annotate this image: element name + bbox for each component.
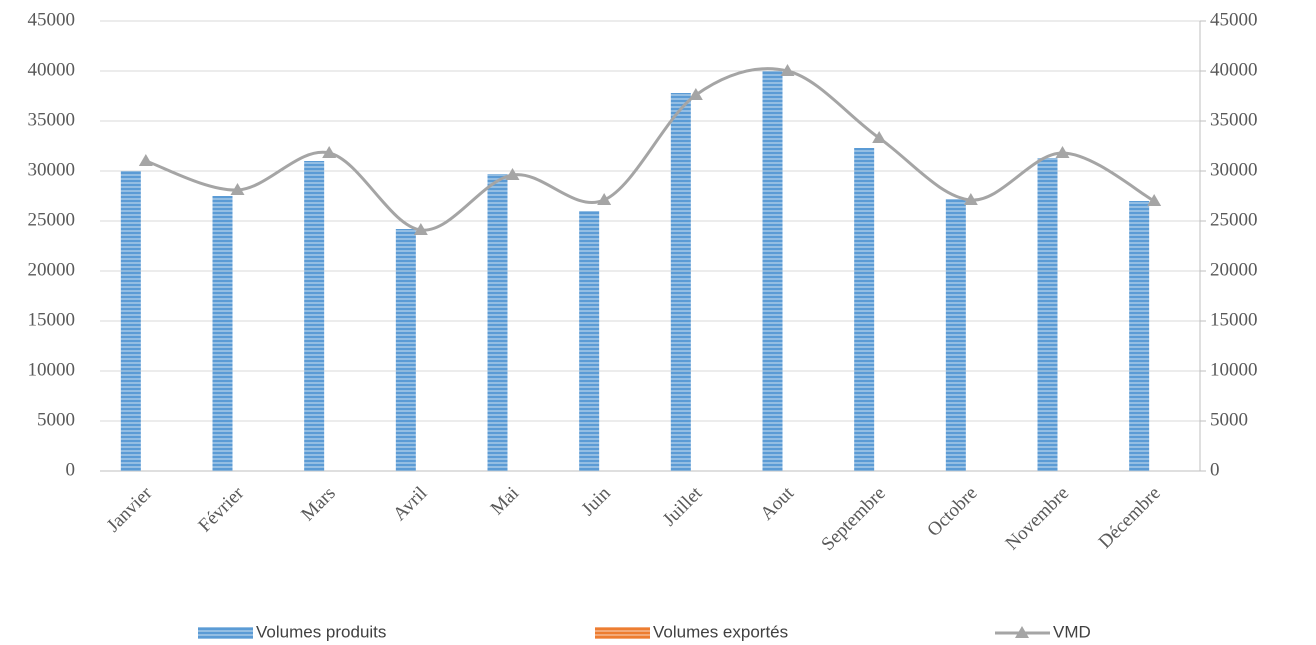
bar <box>762 71 783 471</box>
marker <box>780 64 795 76</box>
marker <box>1055 146 1070 158</box>
line <box>145 67 1155 232</box>
bar <box>670 93 691 471</box>
legend-label: VMD <box>1053 622 1091 641</box>
bar <box>854 148 875 471</box>
y2-tick-label: 45000 <box>1210 9 1258 30</box>
bar <box>120 171 141 471</box>
marker <box>505 168 520 180</box>
y-tick-label: 40000 <box>28 59 76 80</box>
bar <box>487 174 508 471</box>
marker <box>322 146 337 158</box>
legend-swatch <box>595 627 650 639</box>
y-tick-label: 30000 <box>28 159 76 180</box>
x-tick-label: Octobre <box>923 483 981 541</box>
x-tick-label: Février <box>194 482 248 536</box>
y-tick-label: 45000 <box>28 9 76 30</box>
x-tick-label: Mars <box>297 483 339 525</box>
marker <box>230 183 245 195</box>
x-tick-label: Juin <box>578 482 616 520</box>
y2-tick-label: 35000 <box>1210 109 1258 130</box>
legend-label: Volumes produits <box>256 622 386 641</box>
marker <box>963 193 978 205</box>
marker <box>413 223 428 235</box>
y-tick-label: 20000 <box>28 259 76 280</box>
y2-tick-label: 0 <box>1210 459 1220 480</box>
x-tick-label: Aout <box>756 482 798 524</box>
y-tick-label: 0 <box>66 459 76 480</box>
y2-tick-label: 30000 <box>1210 159 1258 180</box>
x-tick-label: Avril <box>389 483 431 525</box>
marker <box>1147 194 1162 206</box>
bar <box>579 211 600 471</box>
bar <box>395 229 416 471</box>
y2-tick-label: 25000 <box>1210 209 1258 230</box>
bar <box>1129 201 1150 471</box>
legend-swatch <box>198 627 253 639</box>
x-tick-label: Janvier <box>103 482 157 536</box>
y2-tick-label: 40000 <box>1210 59 1258 80</box>
y-tick-label: 25000 <box>28 209 76 230</box>
x-tick-label: Juillet <box>659 482 707 530</box>
legend-label: Volumes exportés <box>653 622 788 641</box>
y2-tick-label: 20000 <box>1210 259 1258 280</box>
y-tick-label: 15000 <box>28 309 76 330</box>
y-tick-label: 35000 <box>28 109 76 130</box>
x-tick-label: Septembre <box>817 483 889 555</box>
x-tick-label: Novembre <box>1002 483 1074 555</box>
x-tick-label: Décembre <box>1095 483 1165 553</box>
y2-tick-label: 10000 <box>1210 359 1258 380</box>
bar <box>1037 158 1058 471</box>
bar <box>304 161 325 471</box>
y-tick-label: 5000 <box>37 409 75 430</box>
x-tick-label: Mai <box>487 483 523 519</box>
bar <box>945 199 966 471</box>
marker <box>688 88 703 100</box>
legend-marker <box>1015 626 1029 638</box>
bar <box>212 196 233 471</box>
marker <box>597 193 612 205</box>
y2-tick-label: 5000 <box>1210 409 1248 430</box>
marker <box>872 131 887 143</box>
y2-tick-label: 15000 <box>1210 309 1258 330</box>
y-tick-label: 10000 <box>28 359 76 380</box>
marker <box>138 154 153 166</box>
